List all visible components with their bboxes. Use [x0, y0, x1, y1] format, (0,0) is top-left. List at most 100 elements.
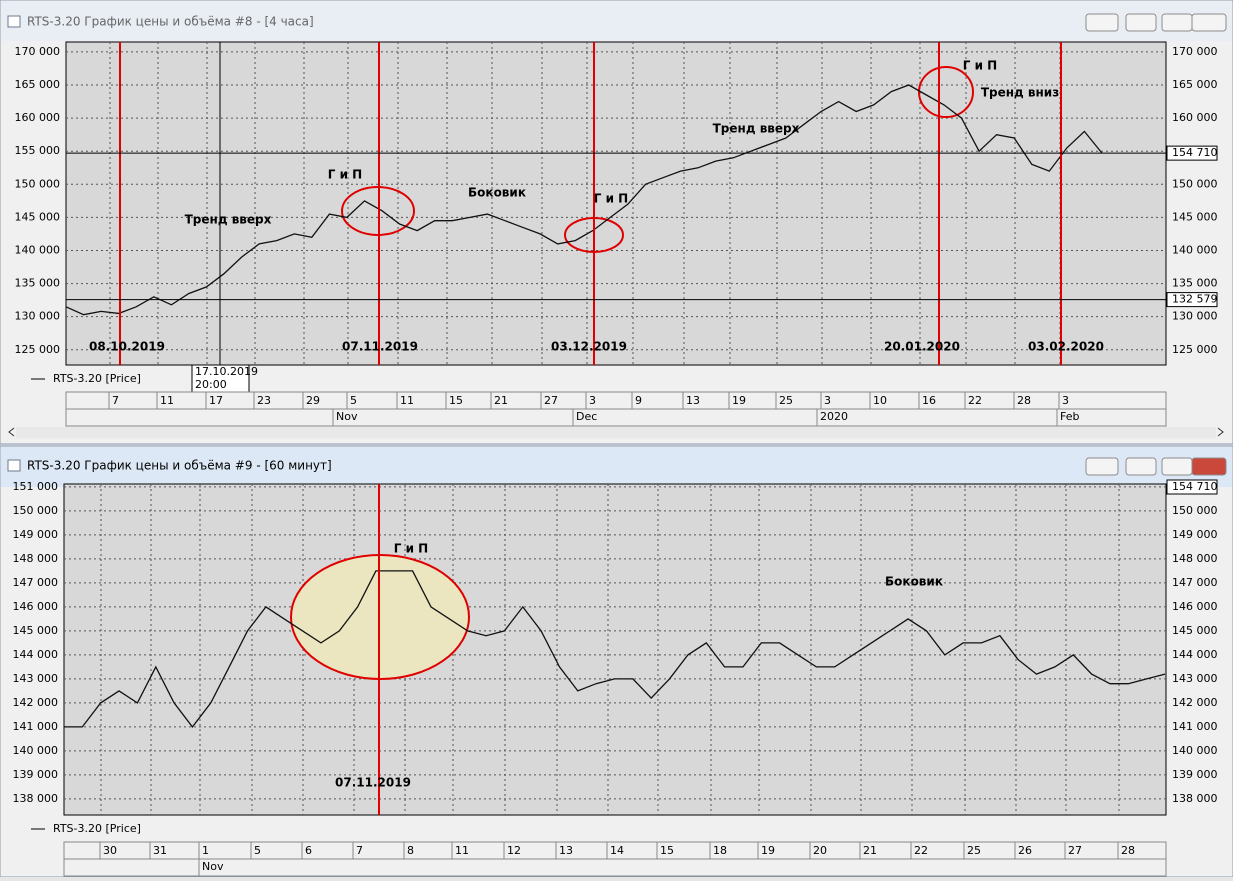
x-tick-label: 5: [350, 394, 357, 407]
last-price-label: 154 710: [1172, 480, 1218, 493]
x-tick-label: 22: [968, 394, 982, 407]
x-tick-label: 8: [407, 844, 414, 857]
legend-label: RTS-3.20 [Price]: [53, 372, 141, 385]
window-icon: [7, 459, 21, 472]
y-tick-label-left: 150 000: [15, 177, 61, 190]
x-tick-label: 17: [209, 394, 223, 407]
pin-button[interactable]: [1085, 13, 1119, 32]
maximize-button[interactable]: [1161, 457, 1193, 476]
y-tick-label-left: 146 000: [13, 600, 59, 613]
legend-label: RTS-3.20 [Price]: [53, 822, 141, 835]
annotation: Боковик: [468, 186, 526, 200]
y-tick-label-right: 145 000: [1172, 624, 1218, 637]
y-tick-label-left: 145 000: [13, 624, 59, 637]
annotation: Г и П: [963, 59, 997, 73]
annotation: Г и П: [394, 542, 428, 556]
annotation: Тренд вниз: [981, 86, 1059, 100]
y-tick-label-right: 150 000: [1172, 504, 1218, 517]
date-annotation: 20.01.2020: [884, 340, 960, 354]
x-tick-label: 12: [507, 844, 521, 857]
minimize-button[interactable]: [1125, 13, 1157, 32]
y-tick-label-right: 141 000: [1172, 720, 1218, 733]
x-tick-label: 21: [494, 394, 508, 407]
y-tick-label-right: 139 000: [1172, 768, 1218, 781]
maximize-button[interactable]: [1161, 13, 1193, 32]
x-tick-label: 22: [914, 844, 928, 857]
month-label: Dec: [576, 410, 597, 423]
month-label: Nov: [336, 410, 358, 423]
x-tick-label: 20: [813, 844, 827, 857]
y-tick-label-left: 150 000: [13, 504, 59, 517]
date-annotation: 03.12.2019: [551, 340, 627, 354]
y-tick-label-right: 150 000: [1172, 177, 1218, 190]
last-price-label: 154 710: [1172, 146, 1218, 159]
y-tick-label-right: 125 000: [1172, 343, 1218, 356]
x-tick-label: 21: [863, 844, 877, 857]
y-tick-label-left: 138 000: [13, 792, 59, 805]
x-tick-label: 6: [305, 844, 312, 857]
x-tick-label: 1: [202, 844, 209, 857]
x-tick-label: 15: [660, 844, 674, 857]
date-annotation: 08.10.2019: [89, 340, 165, 354]
scroll-left[interactable]: [8, 427, 15, 437]
y-tick-label-left: 160 000: [15, 111, 61, 124]
title-bar: [1, 447, 1232, 487]
month-label: Nov: [202, 860, 224, 873]
y-tick-label-right: 142 000: [1172, 696, 1218, 709]
plot-area: [63, 483, 1167, 816]
y-tick-label-left: 151 000: [13, 480, 59, 493]
y-tick-label-left: 130 000: [15, 310, 61, 323]
x-tick-label: 18: [713, 844, 727, 857]
x-tick-label: 25: [967, 844, 981, 857]
y-tick-label-right: 165 000: [1172, 78, 1218, 91]
x-tick-label: 29: [306, 394, 320, 407]
y-tick-label-left: 165 000: [15, 78, 61, 91]
window-icon: [7, 15, 21, 28]
window-title: RTS-3.20 График цены и объёма #9 - [60 м…: [27, 459, 332, 473]
close-button[interactable]: [1191, 457, 1227, 476]
x-tick-label: 10: [873, 394, 887, 407]
y-tick-label-right: 145 000: [1172, 210, 1218, 223]
minimize-button[interactable]: [1125, 457, 1157, 476]
last-price-box: [1166, 145, 1218, 161]
y-tick-label-right: 170 000: [1172, 45, 1218, 58]
y-tick-label-left: 125 000: [15, 343, 61, 356]
y-tick-label-left: 155 000: [15, 144, 61, 157]
x-tick-label: 11: [455, 844, 469, 857]
pin-button[interactable]: [1085, 457, 1119, 476]
y-tick-label-right: 143 000: [1172, 672, 1218, 685]
annotation: Г и П: [328, 168, 362, 182]
x-tick-label: 31: [153, 844, 167, 857]
cursor-date-label: 17.10.2019: [195, 365, 258, 378]
last-price-box: [1166, 479, 1218, 495]
y-tick-label-left: 139 000: [13, 768, 59, 781]
y-tick-label-left: 143 000: [13, 672, 59, 685]
price-line: [64, 570, 1166, 728]
close-button[interactable]: [1191, 13, 1227, 32]
x-tick-label: 14: [610, 844, 624, 857]
scroll-right[interactable]: [1217, 427, 1224, 437]
scrollbar[interactable]: [16, 427, 1216, 438]
annotation: Боковик: [885, 575, 943, 589]
x-tick-label: 7: [112, 394, 119, 407]
y-tick-label-right: 138 000: [1172, 792, 1218, 805]
x-tick-label: 11: [160, 394, 174, 407]
y-tick-label-left: 144 000: [13, 648, 59, 661]
y-tick-label-right: 130 000: [1172, 310, 1218, 323]
x-tick-label: 16: [922, 394, 936, 407]
plot-area: [65, 41, 1167, 366]
month-label: Feb: [1060, 410, 1079, 423]
x-tick-label: 9: [635, 394, 642, 407]
cursor-price-box: [1166, 292, 1218, 308]
y-tick-label-left: 147 000: [13, 576, 59, 589]
y-tick-label-right: 140 000: [1172, 744, 1218, 757]
x-tick-label: 3: [824, 394, 831, 407]
annotation: Тренд вверх: [713, 122, 800, 136]
x-tick-label: 13: [559, 844, 573, 857]
y-tick-label-left: 140 000: [15, 243, 61, 256]
date-annotation: 07.11.2019: [335, 776, 411, 790]
x-tick-label: 27: [544, 394, 558, 407]
date-annotation: 07.11.2019: [342, 340, 418, 354]
